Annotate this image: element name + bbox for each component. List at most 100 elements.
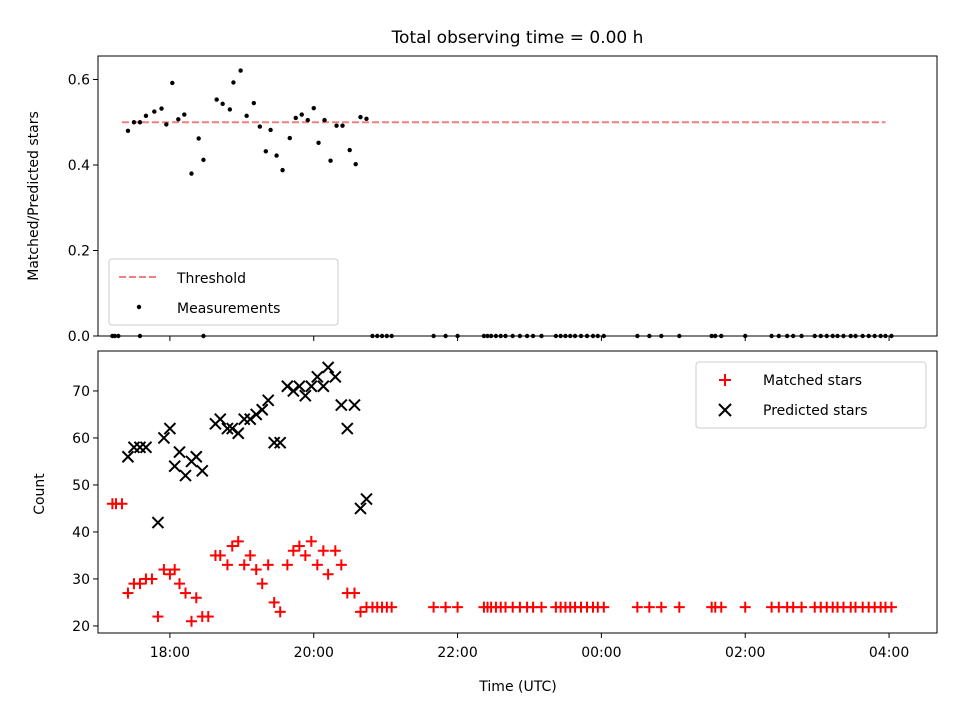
matched-star-point [885, 601, 897, 613]
matched-star-point [322, 568, 334, 580]
predicted-star-point [354, 502, 367, 515]
measurement-point [268, 127, 273, 133]
predicted-star-point [305, 380, 318, 393]
matched-star-point [452, 601, 464, 613]
measurement-point [305, 117, 310, 123]
predicted-star-point [360, 492, 373, 506]
predicted-star-point [121, 450, 135, 463]
matched-star-point [354, 606, 366, 618]
measurement-point [280, 167, 285, 173]
count-legend: Matched stars Predicted stars [695, 361, 927, 429]
ratio-plot-frame [97, 55, 938, 337]
measurement-point [311, 105, 316, 111]
measurement-point [143, 113, 149, 119]
y-axis-label: Matched/Predicted stars [26, 111, 42, 281]
matched-star-point [164, 568, 176, 580]
count-marks [106, 361, 897, 627]
legend-measurement-marker [136, 304, 142, 310]
ratio-axes: 0.0 0.2 0.4 0.6 [68, 73, 890, 345]
measurement-point [263, 149, 268, 154]
matched-star-point [739, 601, 751, 613]
matched-star-point [287, 545, 299, 557]
predicted-star-point [168, 459, 181, 473]
measurement-point [182, 112, 187, 117]
matched-star-point [158, 564, 170, 576]
matched-star-point [146, 573, 158, 585]
matched-star-point [250, 564, 262, 576]
measurement-point [347, 147, 352, 153]
measurement-point [231, 80, 236, 85]
matched-star-point [274, 606, 286, 618]
matched-star-point [428, 601, 440, 613]
matched-star-point [598, 601, 610, 613]
y-tick-label: 50 [72, 478, 90, 494]
y-tick-label: 0.4 [68, 158, 90, 174]
matched-star-point [305, 535, 317, 547]
predicted-star-point [173, 445, 186, 459]
matched-star-point [134, 578, 146, 590]
predicted-star-point [214, 412, 227, 426]
matched-star-point [643, 601, 655, 613]
measurement-point [364, 116, 369, 122]
matched-star-point [185, 615, 197, 627]
matched-star-point [335, 559, 347, 571]
legend-threshold-label: Threshold [176, 271, 246, 287]
y-axis-label: Count [32, 473, 48, 515]
y-tick-label: 30 [72, 572, 90, 588]
chart-title: Total observing time = 0.00 h [391, 28, 644, 48]
y-tick-label: 40 [72, 525, 90, 541]
measurement-point [176, 117, 181, 122]
predicted-star-point [139, 441, 153, 454]
count-axes: 20 30 40 50 60 70 18:00 20:00 22:00 00:00 02:00 04:… [72, 384, 909, 661]
matched-star-point [673, 601, 685, 613]
matched-star-point [440, 601, 452, 613]
predicted-star-point [273, 436, 287, 449]
x-tick-label: 22:00 [437, 645, 477, 661]
measurement-point [328, 158, 333, 163]
predicted-star-point [179, 469, 192, 482]
measurement-point [159, 106, 164, 111]
matched-star-point [268, 596, 280, 608]
predicted-star-point [196, 464, 209, 478]
matched-star-point [152, 611, 164, 623]
matched-star-point [262, 559, 274, 571]
predicted-star-point [299, 389, 312, 402]
y-tick-label: 60 [72, 431, 90, 447]
matched-star-point [317, 545, 329, 557]
legend-predicted-label: Predicted stars [763, 403, 868, 419]
legend-matched-marker [719, 374, 731, 386]
matched-star-point [311, 559, 323, 571]
y-tick-label: 0.6 [68, 73, 90, 89]
matched-star-point [715, 601, 727, 613]
predicted-star-point [293, 380, 306, 393]
predicted-star-point [311, 370, 324, 384]
legend-predicted-marker [718, 403, 732, 417]
measurement-point [244, 113, 249, 119]
measurement-point [334, 123, 339, 128]
predicted-star-point [151, 516, 165, 529]
predicted-star-point [232, 427, 245, 440]
x-tick-label: 04:00 [869, 645, 909, 661]
measurement-point [189, 171, 194, 176]
predicted-star-point [348, 398, 361, 412]
matched-star-point [238, 559, 250, 571]
measurement-point [316, 140, 321, 145]
ratio-panel: Total observing time = 0.00 h Matched/Pr… [26, 28, 938, 345]
measurement-point [201, 157, 206, 163]
y-tick-label: 0.0 [68, 329, 90, 345]
y-tick-label: 70 [72, 384, 90, 400]
measurement-point [293, 115, 298, 121]
measurement-point [196, 136, 201, 141]
measurement-point [340, 123, 345, 128]
matched-star-point [116, 498, 128, 510]
y-tick-label: 0.2 [68, 244, 90, 260]
y-tick-label: 20 [72, 619, 90, 635]
matched-star-point [293, 540, 305, 552]
x-tick-label: 02:00 [725, 645, 765, 661]
measurement-point [353, 161, 358, 167]
measurement-point [137, 120, 143, 125]
predicted-star-point [335, 398, 348, 412]
x-axis-label: Time (UTC) [478, 679, 556, 695]
